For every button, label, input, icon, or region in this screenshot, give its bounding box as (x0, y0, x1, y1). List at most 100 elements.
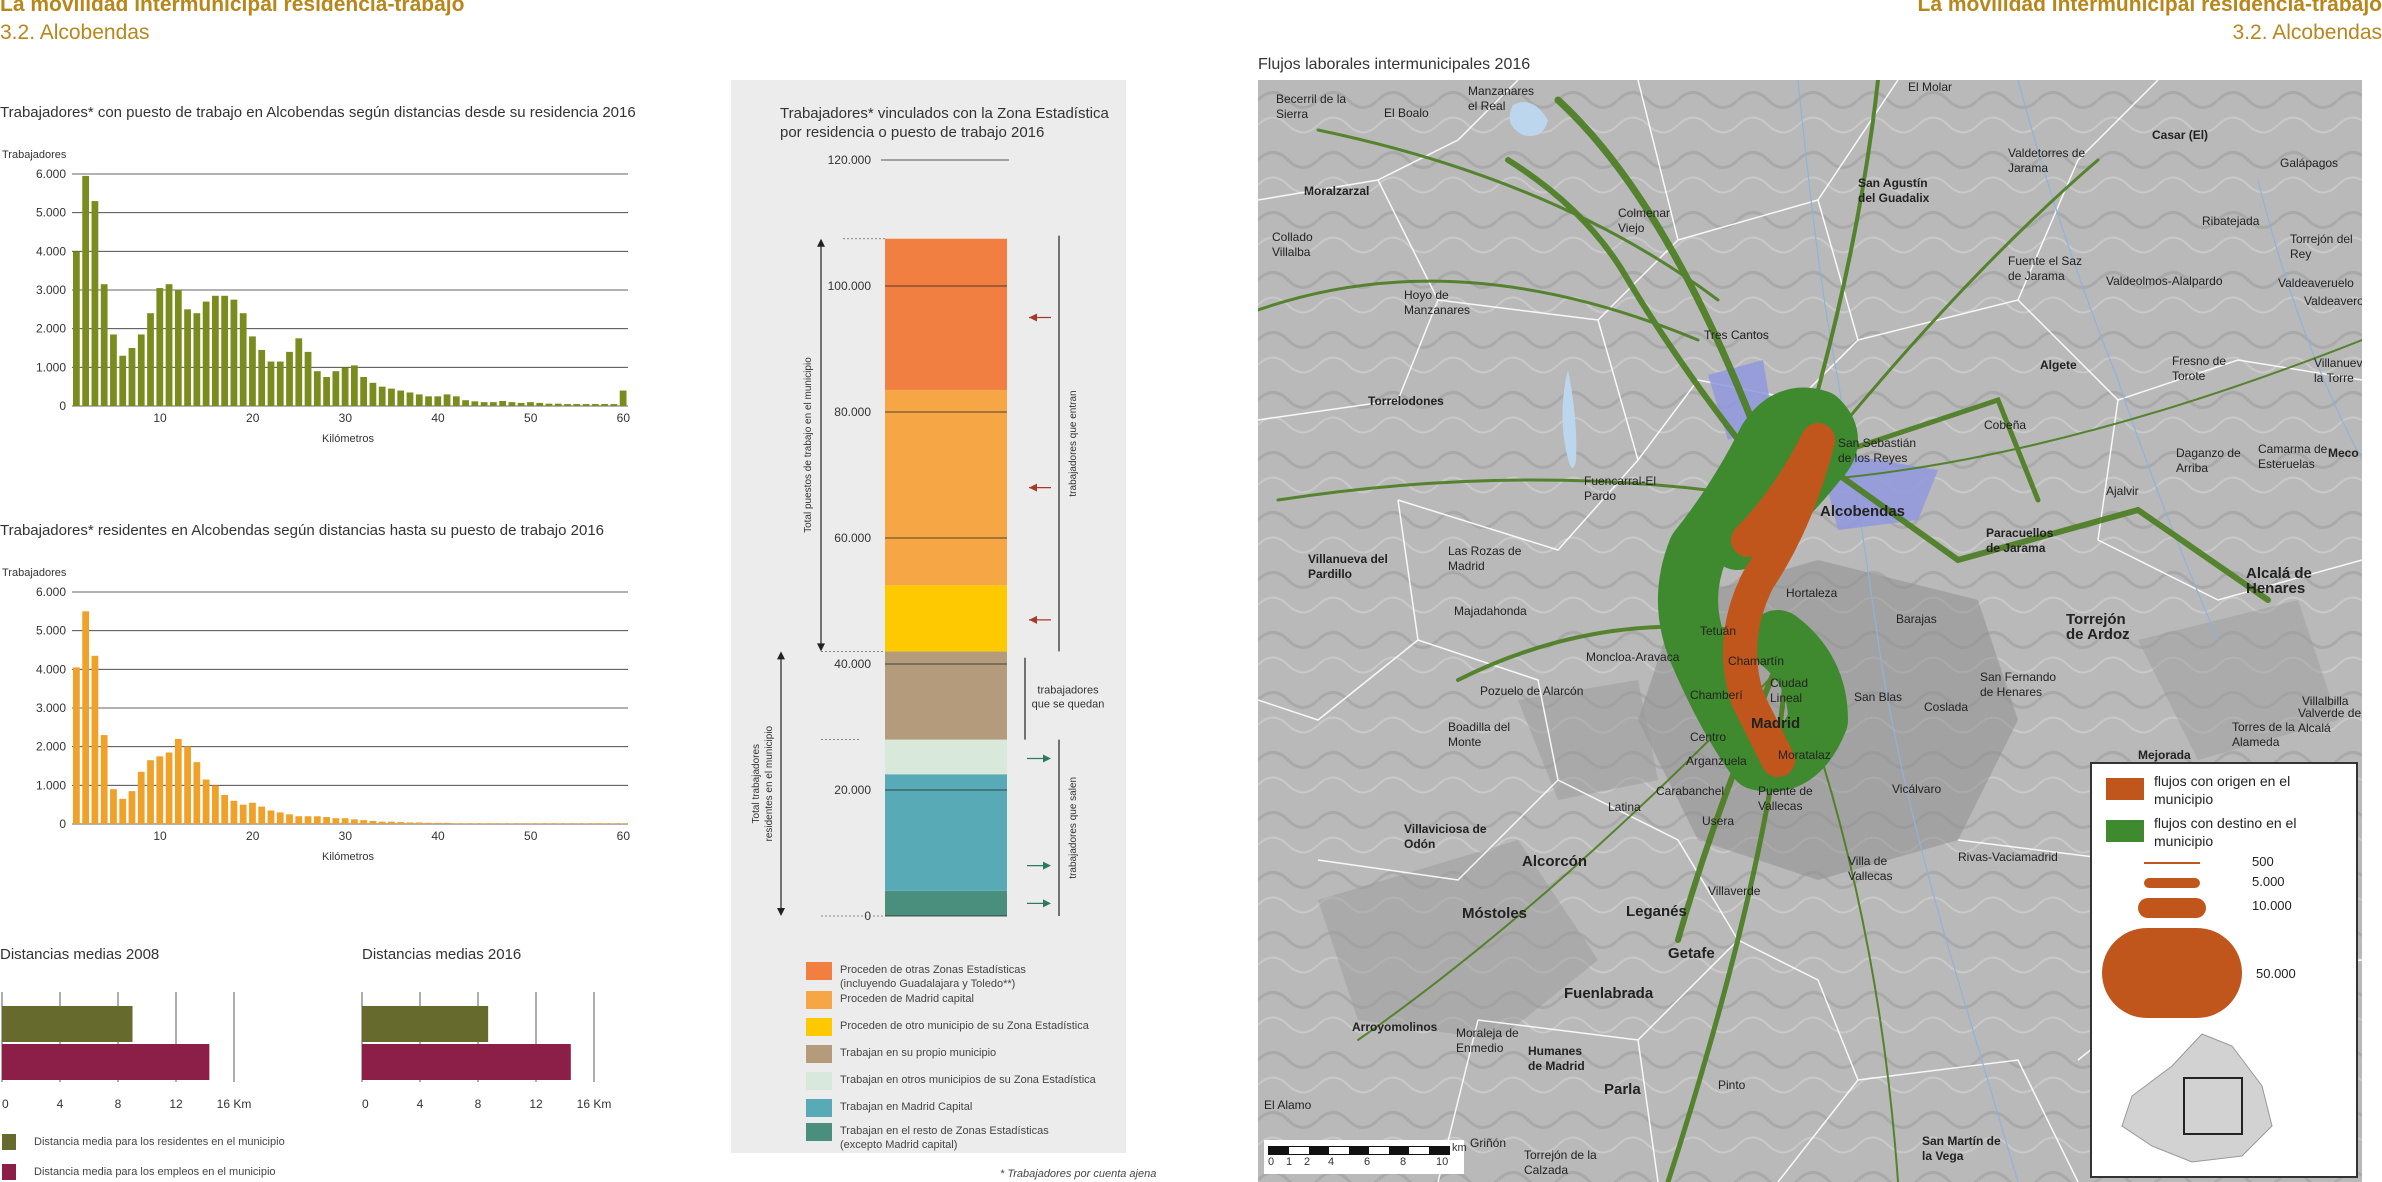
legend-size-10000 (2138, 898, 2206, 918)
chart1-title: Trabajadores* con puesto de trabajo en A… (0, 104, 636, 121)
map-place-label: Valdeolmos-Alalpardo (2106, 274, 2223, 288)
map-place-label: Boadilla del Monte (1448, 720, 1511, 749)
chart3-xtick: 0 (2, 1097, 9, 1111)
footnote: * Trabajadores por cuenta ajena (1000, 1168, 1157, 1180)
chart2-bar (128, 791, 136, 824)
map-place-label: Camarma de Esteruelas (2258, 442, 2328, 471)
reservoir (1562, 370, 1577, 468)
legend-jobs-label: Distancia media para los empleos en el m… (34, 1166, 276, 1178)
map-place-label: Getafe (1668, 945, 1715, 962)
chart1-bar (128, 348, 136, 406)
chart3-distance-2008: 0 4 8 12 16 Km (1, 992, 252, 1111)
map-place-label: Carabanchel (1656, 784, 1725, 798)
chart2-bar (536, 823, 544, 824)
chart1-xtick: 20 (246, 411, 260, 425)
chart1-bar (527, 402, 534, 406)
map-place-label: Humanes de Madrid (1528, 1044, 1585, 1073)
chart2-bar (471, 823, 479, 824)
chart1-ytick: 5.000 (36, 206, 66, 220)
chart1-bar (591, 404, 599, 406)
urban-area (1318, 840, 1598, 1040)
scale-tick: 8 (1400, 1156, 1407, 1168)
chart1-bar (388, 388, 395, 406)
chart3-xtick: 16 Km (217, 1097, 252, 1111)
map-place-label: Moncloa-Aravaca (1586, 650, 1680, 664)
chart2-bar (351, 819, 358, 824)
legend-size-500 (2144, 862, 2200, 864)
stack-label-right-middle: trabajadores (1037, 685, 1099, 697)
stack-segment (885, 389, 1007, 586)
chart1-ylabel: Trabajadores (2, 149, 67, 161)
reservoir (1509, 102, 1548, 136)
scale-unit: km (1452, 1142, 1467, 1154)
chart2-bar (443, 822, 451, 824)
chart1-bar (480, 402, 488, 406)
chart1-bar (582, 404, 590, 406)
chart1-bar (119, 355, 127, 406)
map-place-label: Centro (1690, 730, 1727, 744)
stack-ytick: 0 (864, 909, 871, 923)
map-place-label: Griñón (1470, 1136, 1507, 1150)
chart2-bar (174, 738, 182, 824)
map-place-label: Arganzuela (1686, 754, 1747, 768)
chart2-ytick: 1.000 (36, 778, 66, 792)
legend-destination-label: flujos con destino en el municipio (2154, 815, 2297, 849)
chart1-bar (619, 390, 627, 406)
chart2-bar (499, 823, 507, 824)
chart2-bar (582, 823, 590, 824)
chart1-bar (323, 377, 330, 406)
chart1-bar (202, 301, 210, 406)
map-place-label: San Sebastián de los Reyes (1838, 436, 1917, 465)
legend-residents-swatch (2, 1134, 16, 1150)
map-place-label: Ciudad Lineal (1770, 676, 1809, 705)
map-place-label: Moralzarzal (1304, 184, 1370, 198)
map-place-label: Valdeavero (2304, 294, 2362, 308)
chart2-xtick: 10 (153, 829, 167, 843)
header-subtitle-right: 3.2. Alcobendas (2232, 21, 2382, 44)
urban-area (1518, 680, 1658, 800)
map-legend: flujos con origen en el municipio flujos… (2090, 762, 2358, 1178)
stack-segment (885, 238, 1007, 390)
map-place-label: Barajas (1896, 612, 1937, 626)
scale-tick: 2 (1304, 1156, 1311, 1168)
map-place-label: Torrejón del Rey (2290, 232, 2353, 261)
chart4-distance-2016: 0 4 8 12 16 Km (361, 992, 611, 1111)
chart2-bar (313, 816, 321, 824)
chart2-xtick: 20 (246, 829, 260, 843)
chart1-ytick: 3.000 (36, 283, 66, 297)
chart2-bar (295, 816, 303, 824)
chart1-bar (397, 390, 405, 406)
chart3-bar (2, 1006, 133, 1042)
urban-area (2138, 600, 2338, 760)
chart2-xtick: 50 (524, 829, 538, 843)
chart2-bar (110, 789, 117, 824)
chart1-bar (554, 403, 562, 406)
chart2-bar (73, 667, 80, 824)
map-view[interactable]: Becerril de la Sierra El Boalo Manzanares … (1258, 80, 2362, 1182)
chart2-bar (304, 816, 312, 824)
chart2-bar (249, 802, 256, 824)
chart2-bar (156, 756, 164, 824)
map-place-label: Tres Cantos (1704, 328, 1769, 342)
chart2-bar (545, 823, 553, 824)
stack-title: Trabajadores* vinculados con la Zona Est… (780, 105, 1109, 141)
chart4-xtick: 8 (475, 1097, 482, 1111)
chart1-bar (82, 175, 90, 406)
chart2-bar (480, 823, 488, 824)
chart4-bar (362, 1044, 571, 1080)
chart1-ytick: 1.000 (36, 360, 66, 374)
chart1-bar (137, 334, 145, 406)
chart2-ytick: 6.000 (36, 585, 66, 599)
chart1-ytick: 0 (59, 399, 66, 413)
stack-ytick: 20.000 (834, 783, 871, 797)
chart1-bar (276, 361, 284, 406)
chart2-xlabel: Kilómetros (322, 851, 374, 863)
chart1-bar (360, 377, 368, 406)
locator-map (2121, 1033, 2273, 1163)
stack-label-left-bottom: Total trabajadores (751, 744, 762, 824)
chart2-bar (82, 611, 90, 824)
chart1-bar (165, 284, 173, 406)
legend-size-500-label: 500 (2252, 854, 2274, 869)
chart1-bar (286, 351, 293, 406)
map-place-label: Ribatejada (2202, 214, 2260, 228)
